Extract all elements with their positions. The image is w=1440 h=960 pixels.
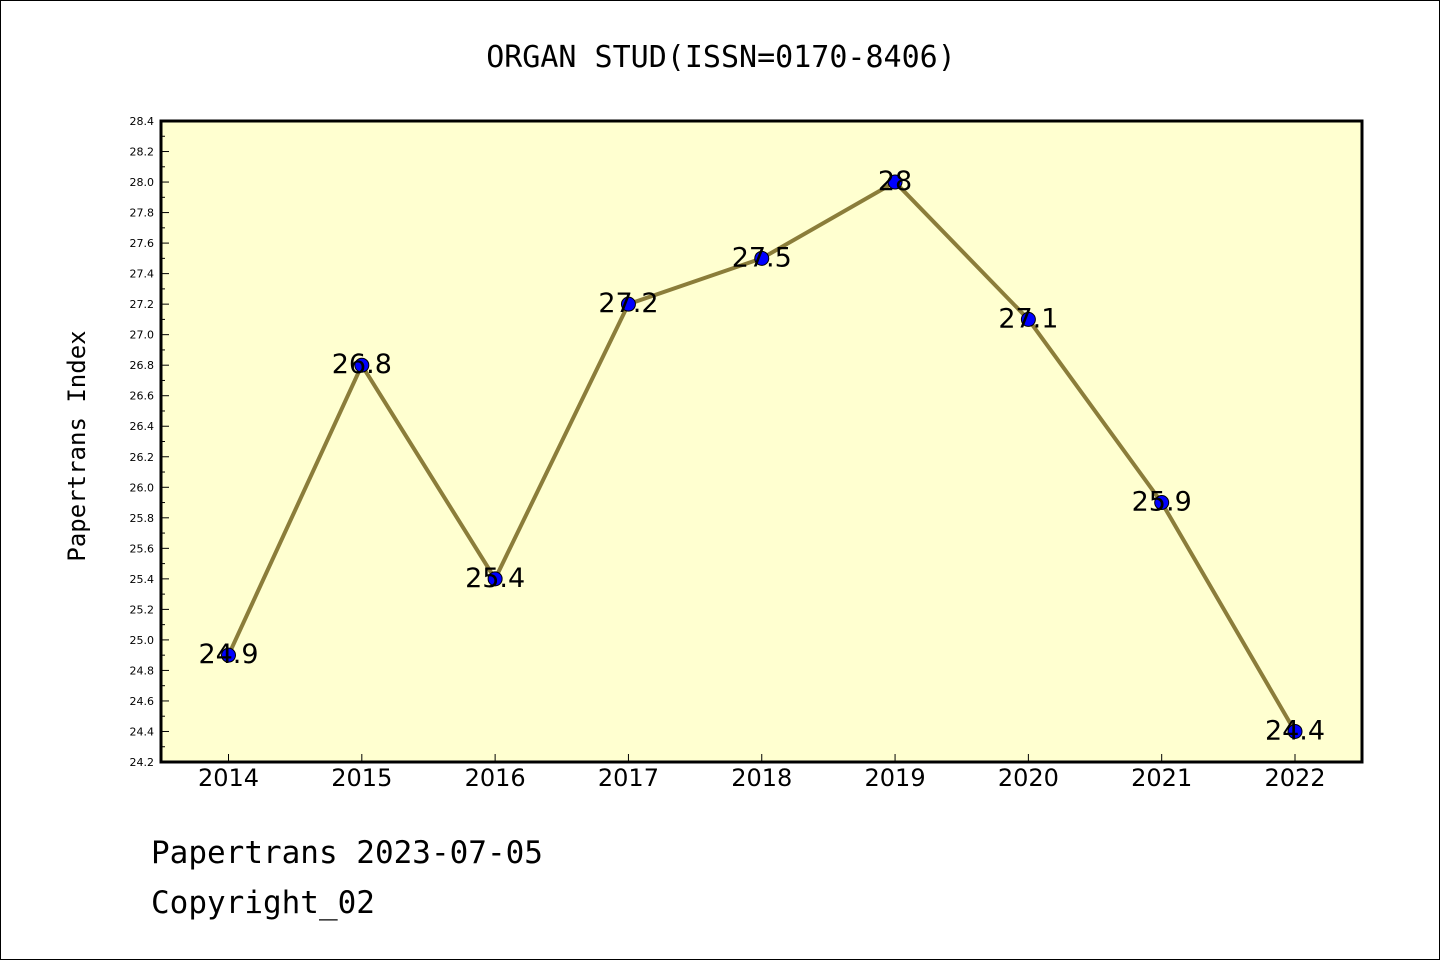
data-point <box>1154 495 1170 511</box>
data-point <box>1020 311 1036 327</box>
x-tick-label: 2017 <box>598 764 659 792</box>
y-tick-label: 24.2 <box>130 756 155 769</box>
y-tick-label: 26.8 <box>130 359 155 372</box>
y-tick-label: 27.6 <box>130 237 155 250</box>
y-tick-label: 27.4 <box>130 268 155 281</box>
data-label: 27.1 <box>998 303 1058 334</box>
y-axis-label: Papertrans Index <box>63 330 91 561</box>
data-label: 24.4 <box>1265 715 1325 746</box>
y-tick-label: 24.8 <box>130 664 155 677</box>
x-tick-label: 2019 <box>865 764 926 792</box>
data-point <box>754 250 770 266</box>
chart-title: ORGAN STUD(ISSN=0170-8406) <box>486 40 956 75</box>
footer-date: Papertrans 2023-07-05 <box>151 835 543 871</box>
data-label: 25.9 <box>1132 487 1192 518</box>
y-tick-label: 24.4 <box>130 725 155 738</box>
x-tick-label: 2020 <box>998 764 1059 792</box>
y-tick-label: 24.6 <box>130 695 155 708</box>
y-axis: 24.2 24.4 24.6 24.8 25.0 25.2 25.4 25.6 25.8 26.0… <box>130 115 169 769</box>
x-tick-label: 2015 <box>331 764 392 792</box>
x-tick-label: 2016 <box>465 764 526 792</box>
x-tick-label: 2021 <box>1131 764 1192 792</box>
y-tick-label: 27.2 <box>130 298 155 311</box>
y-tick-label: 25.0 <box>130 634 155 647</box>
y-tick-label: 27.0 <box>130 329 155 342</box>
data-labels: 24.9 26.8 25.4 27.2 27.5 28 27.1 25.9 24.4 <box>198 166 1325 746</box>
y-tick-label: 26.0 <box>130 481 155 494</box>
data-label: 25.4 <box>465 563 525 594</box>
data-label: 24.9 <box>198 639 258 670</box>
data-label: 26.8 <box>332 349 392 380</box>
x-tick-label: 2014 <box>198 764 259 792</box>
data-point <box>887 174 903 190</box>
y-tick-label: 26.6 <box>130 390 155 403</box>
y-tick-label: 25.2 <box>130 603 155 616</box>
y-tick-label: 28.0 <box>130 176 155 189</box>
data-label: 27.5 <box>732 242 792 273</box>
y-tick-label: 25.6 <box>130 542 155 555</box>
x-axis: 2014 2015 2016 2017 2018 2019 2020 2021 2022 <box>198 754 1326 792</box>
y-tick-label: 28.2 <box>130 146 155 159</box>
y-tick-label: 27.8 <box>130 207 155 220</box>
data-points <box>221 174 1303 739</box>
footer-copyright: Copyright_02 <box>151 885 375 921</box>
y-tick-label: 26.4 <box>130 420 155 433</box>
data-point <box>1287 723 1303 739</box>
data-point <box>487 571 503 587</box>
x-tick-label: 2018 <box>731 764 792 792</box>
x-tick-label: 2022 <box>1264 764 1325 792</box>
data-point <box>354 357 370 373</box>
data-point <box>221 647 236 663</box>
plot-area <box>159 119 1364 764</box>
y-tick-label: 25.8 <box>130 512 155 525</box>
y-tick-label: 25.4 <box>130 573 155 586</box>
y-tick-label: 26.2 <box>130 451 155 464</box>
data-label: 28 <box>878 166 912 197</box>
data-point <box>620 296 636 312</box>
y-tick-label: 28.4 <box>130 115 155 128</box>
data-label: 27.2 <box>598 288 658 319</box>
